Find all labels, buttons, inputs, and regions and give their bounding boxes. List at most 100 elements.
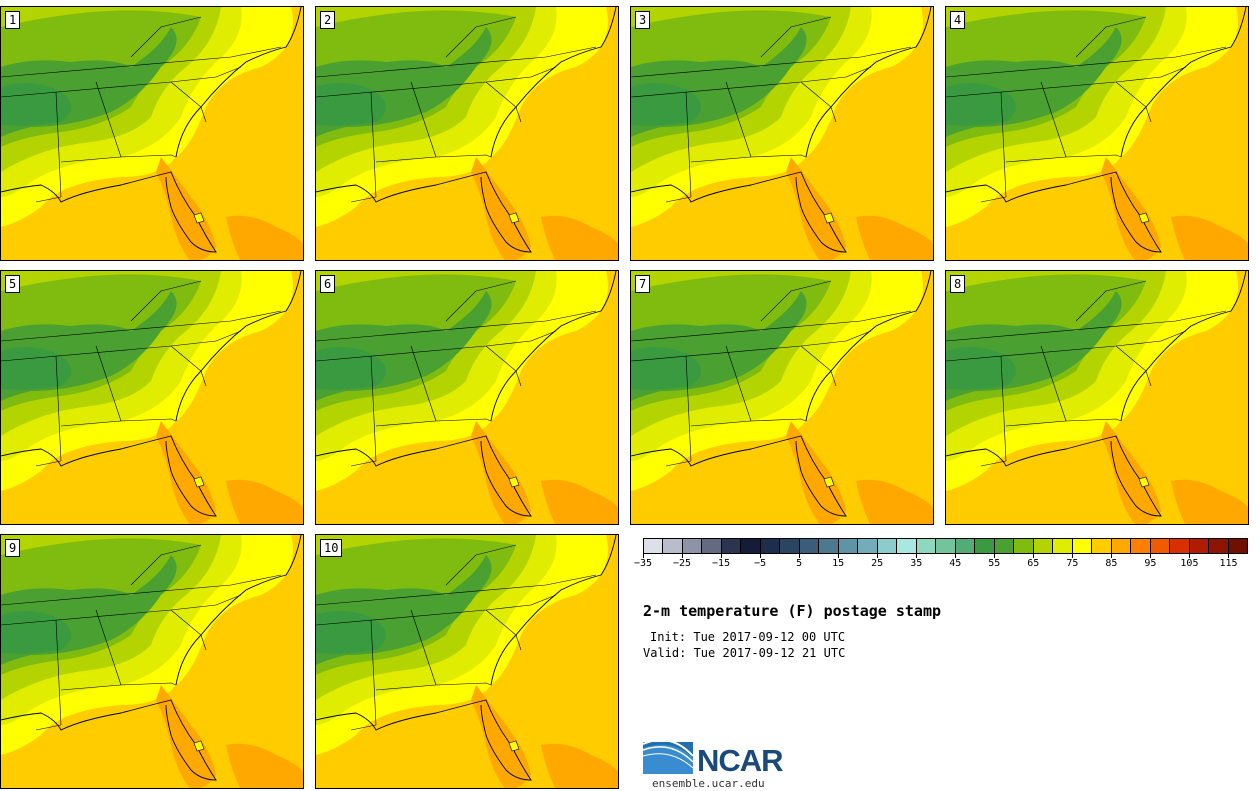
state-border [215,66,242,78]
zone-85-90 [471,685,531,788]
state-border [35,724,62,731]
zone-85-90 [1101,421,1161,524]
colorbar-segment [1189,539,1210,553]
colorbar-tick-label: −25 [673,558,692,569]
colorbar-segment [1170,539,1190,553]
map-panel-7: 7 [630,270,934,525]
state-border [215,330,242,342]
state-border [120,682,177,686]
state-border [690,420,752,427]
colorbar-tick-label: 75 [1066,558,1079,569]
state-border [350,460,377,467]
member-label: 9 [5,539,21,557]
member-label: 8 [950,275,966,293]
lake-okeechobee [508,476,520,488]
state-border [95,345,122,422]
state-border [760,280,832,322]
colorbar-tick-label: 85 [1105,558,1118,569]
colorbar-segment [799,539,820,553]
state-border [350,196,377,203]
colorbar-tick-label: 45 [949,558,962,569]
map-panel-1: 1 [0,6,304,261]
colorbar-segment [644,539,664,553]
colorbar [643,538,1248,554]
temperature-map [946,271,1248,524]
zone-50-55 [631,347,701,390]
member-label: 1 [5,11,21,29]
state-border [665,196,692,203]
colorbar-tick-label: 115 [1219,558,1238,569]
member-label: 10 [320,539,343,557]
logo-url: ensemble.ucar.edu [652,777,765,790]
state-border [410,81,437,158]
state-border [665,460,692,467]
lake-okeechobee [823,476,835,488]
lake-okeechobee [193,212,205,224]
coastline [946,7,1247,253]
colorbar-ticks: −35 −25 −15 −5 5 15 25 35 45 55 65 75 85 95 105 115 [634,554,1248,574]
state-border [60,684,122,691]
state-border [120,154,177,158]
colorbar-tick-mark [1033,554,1035,558]
state-border [370,619,377,726]
colorbar-tick-mark [955,554,957,558]
state-border [750,154,807,158]
zone-50-55 [316,83,386,126]
colorbar-segment [1014,539,1034,553]
coastline [946,271,1247,517]
state-border [530,66,557,78]
colorbar-segment [838,539,859,553]
colorbar-segment [1228,539,1248,553]
temperature-map [316,7,618,260]
state-border [316,310,597,342]
zone-85-90 [1101,157,1161,260]
temperature-map [316,535,618,788]
colorbar-tick-mark [1150,554,1152,558]
state-border [130,544,202,586]
colorbar-segment [955,539,976,553]
zone-50-55 [946,347,1016,390]
state-border [350,724,377,731]
state-border [1160,66,1187,78]
zone-85-90 [471,157,531,260]
lake-okeechobee [193,740,205,752]
state-border [1040,345,1067,422]
state-border [95,81,122,158]
colorbar-segment [1150,539,1171,553]
colorbar-tick-mark [643,554,644,558]
colorbar-segment [682,539,703,553]
ncar-logo-icon [643,739,694,774]
state-border [980,460,1007,467]
colorbar-tick-mark [838,554,840,558]
state-border [685,91,692,198]
colorbar-tick-label: 25 [871,558,884,569]
state-border [725,81,752,158]
state-border [1065,154,1122,158]
zone-85-90-west [226,743,303,788]
plot-title: 2-m temperature (F) postage stamp [643,602,942,620]
zone-85-90-west [856,479,933,524]
colorbar-segment [780,539,800,553]
map-panel-10: 10 [315,534,619,789]
member-label: 2 [320,11,336,29]
colorbar-segment [994,539,1015,553]
zone-85-90 [156,421,216,524]
state-border [946,310,1227,342]
lake-okeechobee [508,212,520,224]
colorbar-segment [1092,539,1112,553]
member-label: 7 [635,275,651,293]
colorbar-segment [897,539,917,553]
state-border [130,16,202,58]
state-border [760,16,832,58]
lake-okeechobee [508,740,520,752]
coastline [316,535,617,781]
map-panel-2: 2 [315,6,619,261]
coastline [631,271,932,517]
coastline [631,7,932,253]
colorbar-tick-label: 35 [910,558,923,569]
state-border [435,682,492,686]
colorbar-segment [721,539,742,553]
zone-85-90-west [541,215,618,260]
state-border [946,46,1227,78]
colorbar-tick-mark [682,554,684,558]
